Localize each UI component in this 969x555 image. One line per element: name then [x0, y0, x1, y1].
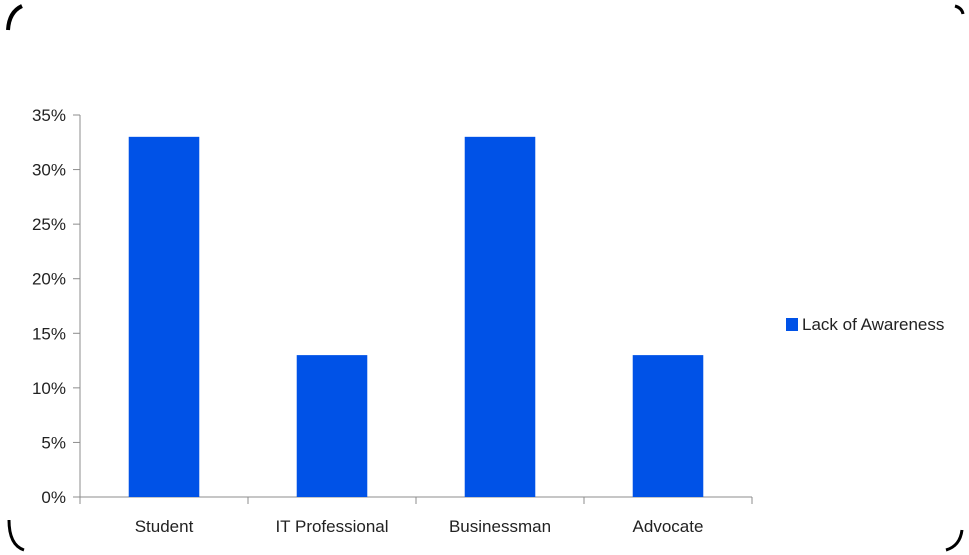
x-axis: Student IT Professional Businessman Advocat…: [79, 496, 753, 536]
legend-swatch: [786, 318, 798, 331]
y-tick-label: 35%: [32, 106, 66, 125]
bar-student: [128, 136, 200, 498]
x-tick-label: IT Professional: [275, 517, 388, 536]
frame-corner-bottom-left: [7, 519, 25, 552]
x-tick-label: Advocate: [633, 517, 704, 536]
legend-label: Lack of Awareness: [802, 315, 944, 334]
y-tick-label: 20%: [32, 270, 66, 289]
bars: [128, 136, 704, 498]
bar-businessman: [464, 136, 536, 498]
y-tick-label: 30%: [32, 161, 66, 180]
x-tick-label: Student: [135, 517, 194, 536]
frame-corner-bottom-right: [945, 529, 964, 552]
x-tick-label: Businessman: [449, 517, 551, 536]
y-axis: 0% 5% 10% 15% 20% 25% 30% 35%: [32, 106, 81, 507]
legend: Lack of Awareness: [786, 315, 944, 334]
y-tick-label: 5%: [41, 433, 66, 452]
y-tick-label: 10%: [32, 379, 66, 398]
y-tick-label: 0%: [41, 488, 66, 507]
bar-it-professional: [296, 355, 368, 497]
y-tick-label: 25%: [32, 215, 66, 234]
y-tick-label: 15%: [32, 324, 66, 343]
frame-corner-top-right: [954, 4, 965, 15]
bar-advocate: [632, 355, 704, 497]
frame-corner-top-left: [6, 4, 23, 31]
